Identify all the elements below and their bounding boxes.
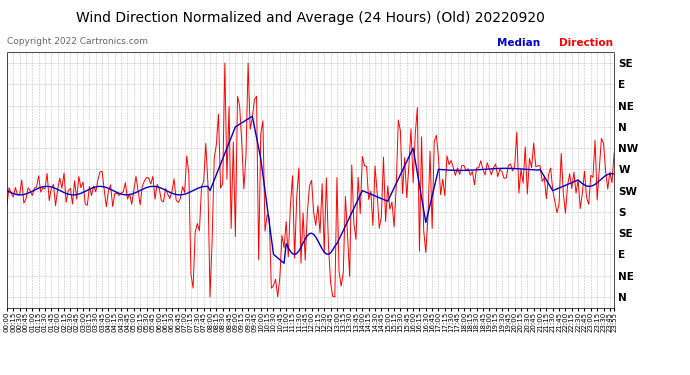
Text: Direction: Direction: [559, 38, 613, 48]
Text: Copyright 2022 Cartronics.com: Copyright 2022 Cartronics.com: [7, 38, 148, 46]
Text: Wind Direction Normalized and Average (24 Hours) (Old) 20220920: Wind Direction Normalized and Average (2…: [76, 11, 545, 25]
Text: Median: Median: [497, 38, 540, 48]
